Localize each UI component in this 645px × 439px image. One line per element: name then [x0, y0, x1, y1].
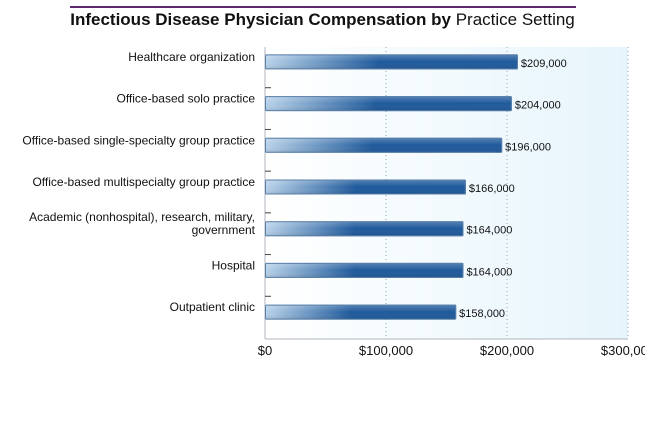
bar-shine: [265, 262, 464, 278]
chart-title: Infectious Disease Physician Compensatio…: [0, 10, 645, 30]
x-tick-label: $200,000: [480, 343, 534, 358]
bar-outline: [265, 262, 464, 278]
category-label: Hospital: [212, 258, 255, 272]
bar-shine: [265, 137, 503, 153]
bar-outline: [265, 54, 518, 70]
bar-outline: [265, 221, 464, 237]
bar-shine: [265, 304, 457, 320]
category-label: Office-based solo practice: [116, 92, 255, 106]
data-label: $204,000: [515, 100, 561, 112]
data-label: $196,000: [505, 141, 551, 153]
data-label: $209,000: [521, 58, 567, 70]
chart-title-bold: Infectious Disease Physician Compensatio…: [70, 10, 451, 29]
bar-outline: [265, 96, 512, 112]
title-rule: [70, 6, 576, 8]
bar-shine: [265, 54, 518, 70]
category-label: Healthcare organization: [128, 50, 255, 64]
bar-outline: [265, 304, 457, 320]
data-label: $158,000: [459, 308, 505, 320]
x-tick-label: $100,000: [359, 343, 413, 358]
bar-outline: [265, 137, 503, 153]
category-label: Outpatient clinic: [170, 300, 255, 314]
category-label: Office-based multispecialty group practi…: [32, 175, 255, 189]
category-label: government: [192, 223, 256, 237]
data-label: $166,000: [469, 183, 515, 195]
chart-title-rest: Practice Setting: [455, 10, 575, 29]
category-label: Academic (nonhospital), research, milita…: [29, 210, 255, 224]
bar-shine: [265, 221, 464, 237]
x-tick-label: $0: [258, 343, 272, 358]
bar-shine: [265, 179, 466, 195]
x-tick-label: $300,000: [601, 343, 645, 358]
bar-shine: [265, 96, 512, 112]
data-label: $164,000: [466, 225, 512, 237]
data-label: $164,000: [466, 266, 512, 278]
bar-outline: [265, 179, 466, 195]
category-label: Office-based single-specialty group prac…: [22, 133, 255, 147]
